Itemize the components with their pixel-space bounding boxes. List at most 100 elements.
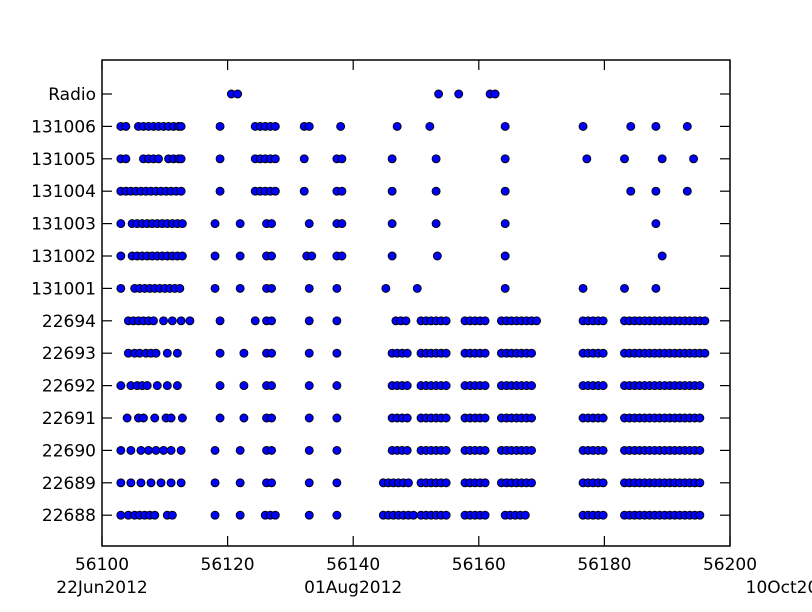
data-point (332, 316, 342, 326)
data-point (210, 478, 220, 488)
data-point (267, 413, 277, 423)
y-tick-label: 22693 (42, 344, 96, 364)
data-point (166, 478, 176, 488)
data-point (500, 251, 510, 261)
data-point (150, 413, 160, 423)
date-label: 10Oct2012 (746, 578, 812, 598)
data-point (387, 219, 397, 229)
y-tick-label: 22692 (42, 377, 96, 397)
data-point (151, 348, 161, 358)
data-point (598, 348, 608, 358)
data-point (441, 316, 451, 326)
data-point (402, 413, 412, 423)
data-point (270, 186, 280, 196)
data-point (267, 478, 277, 488)
data-point (304, 219, 314, 229)
data-point (441, 381, 451, 391)
data-point (651, 121, 661, 131)
data-point (304, 121, 314, 131)
y-tick-label: 131006 (31, 117, 96, 137)
plot-area (101, 59, 731, 547)
data-point (270, 154, 280, 164)
data-point (304, 381, 314, 391)
data-point (480, 381, 490, 391)
data-point (332, 348, 342, 358)
data-point (578, 121, 588, 131)
data-point (154, 154, 163, 164)
data-point (162, 348, 172, 358)
data-point (598, 510, 608, 520)
x-tick-label: 56140 (326, 555, 380, 575)
data-point (657, 154, 667, 164)
data-point (152, 381, 162, 391)
data-point (156, 478, 166, 488)
data-point (239, 413, 249, 423)
data-point (166, 445, 176, 455)
data-point (598, 413, 608, 423)
data-point (299, 186, 309, 196)
data-point (267, 445, 277, 455)
data-point (210, 219, 220, 229)
data-point (527, 413, 537, 423)
points-layer (116, 89, 710, 520)
data-point (126, 445, 136, 455)
data-point (695, 445, 705, 455)
data-point (235, 219, 245, 229)
data-point (431, 186, 441, 196)
data-point (176, 316, 186, 326)
x-tick-label: 56100 (75, 555, 129, 575)
data-point (215, 121, 225, 131)
data-point (454, 89, 464, 99)
data-point (176, 445, 186, 455)
data-point (235, 510, 245, 520)
data-point (151, 445, 161, 455)
data-point (387, 154, 397, 164)
data-point (480, 413, 490, 423)
data-point (500, 219, 510, 229)
data-point (150, 510, 160, 520)
y-tick-label: 131004 (31, 182, 96, 202)
data-point (480, 348, 490, 358)
data-point (337, 251, 347, 261)
data-point (144, 445, 153, 455)
data-point (527, 445, 537, 455)
data-point (116, 251, 126, 261)
data-point (682, 186, 692, 196)
date-label: 22Jun2012 (56, 578, 147, 598)
y-tick-label: 131003 (31, 215, 96, 235)
data-point (578, 283, 588, 293)
data-point (432, 251, 442, 261)
y-tick-label: Radio (48, 85, 96, 105)
data-point (149, 316, 158, 326)
data-point (122, 413, 132, 423)
data-point (167, 316, 177, 326)
data-point (304, 510, 314, 520)
data-point (215, 381, 225, 391)
data-point (116, 478, 126, 488)
data-point (142, 381, 152, 391)
y-tick-label: 22689 (42, 474, 96, 494)
y-tick-label: 131001 (31, 279, 96, 299)
data-point (651, 283, 661, 293)
data-point (210, 510, 220, 520)
data-point (337, 154, 347, 164)
data-point (177, 219, 187, 229)
data-point (176, 186, 186, 196)
data-point (177, 413, 187, 423)
data-point (235, 478, 245, 488)
data-point (527, 381, 537, 391)
date-label: 01Aug2012 (304, 578, 402, 598)
y-tick-label: 131002 (31, 247, 96, 267)
data-point (441, 445, 451, 455)
data-point (582, 154, 592, 164)
data-point (480, 510, 490, 520)
data-point (332, 413, 342, 423)
data-point (267, 283, 277, 293)
data-point (250, 316, 260, 326)
data-point (176, 478, 186, 488)
data-point (387, 251, 397, 261)
data-point (116, 445, 126, 455)
data-point (700, 316, 710, 326)
y-tick-label: 22691 (42, 409, 96, 429)
data-point (520, 510, 530, 520)
